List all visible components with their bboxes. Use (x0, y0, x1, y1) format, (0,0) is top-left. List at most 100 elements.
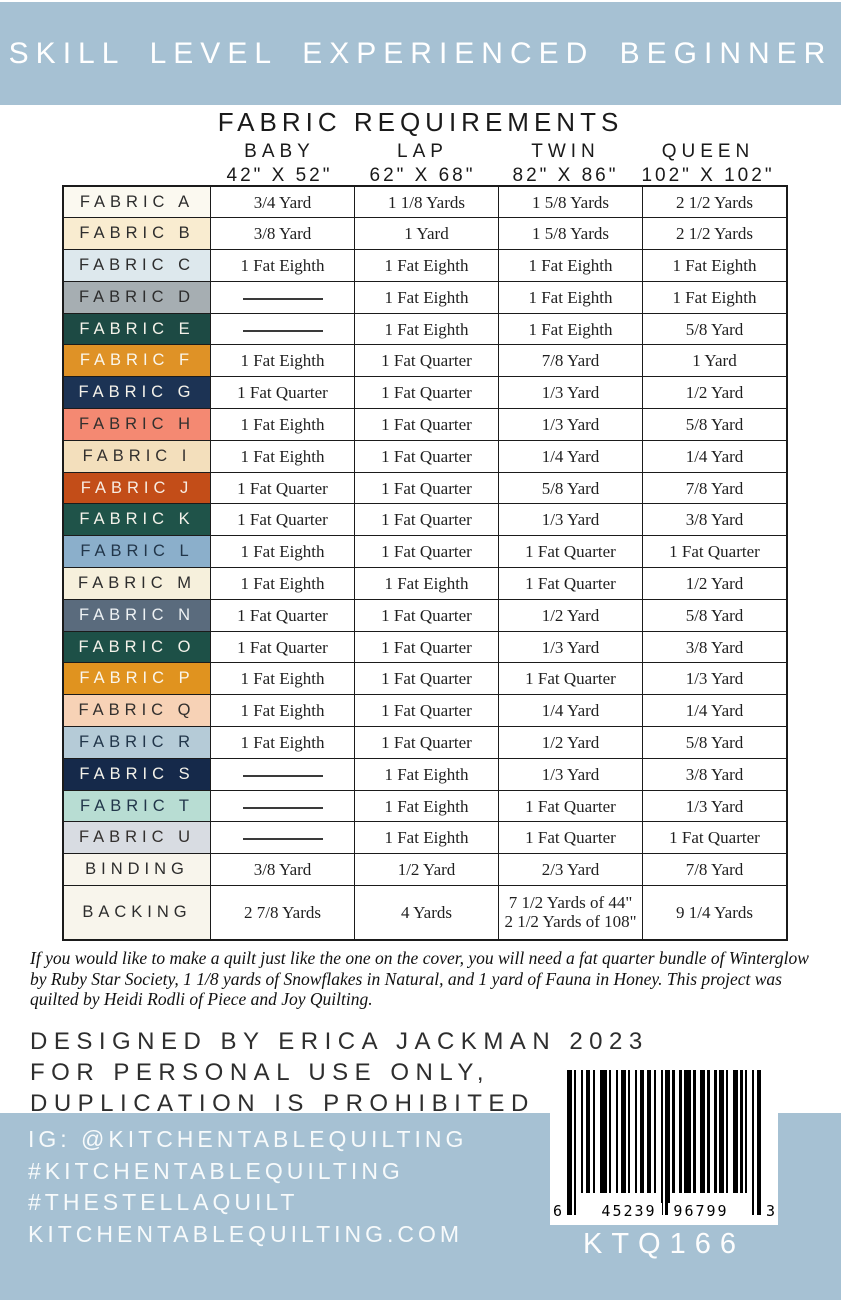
cover-quilt-note: If you would like to make a quilt just l… (30, 948, 809, 1010)
requirement-cell (210, 821, 355, 855)
requirement-cell: 9 1/4 Yards (642, 885, 788, 941)
requirement-cell: 2 1/2 Yards (642, 185, 788, 219)
requirement-cell: 1 Fat Quarter (354, 726, 499, 759)
instagram-handle: IG: @KITCHENTABLEQUILTING (28, 1126, 468, 1152)
requirement-cell: 1 Fat Quarter (354, 598, 499, 632)
fabric-requirements-table: FABRIC A 3/4 Yard 1 1/8 Yards 1 5/8 Yards 2 … (62, 185, 788, 941)
requirement-cell: 1 Fat Eighth (354, 312, 499, 346)
requirement-cell: 1 Fat Eighth (354, 280, 499, 314)
hashtag-kitchentablequilting: #KITCHENTABLEQUILTING (28, 1157, 404, 1184)
requirement-cell: 1 Fat Eighth (210, 344, 355, 378)
empty-dash (242, 774, 323, 777)
requirement-cell: 3/8 Yard (210, 853, 355, 887)
column-header-lap: LAP 62" X 68" (369, 141, 476, 186)
website-url: KITCHENTABLEQUILTING.COM (28, 1220, 464, 1247)
designed-by-block: DESIGNED BY ERICA JACKMAN 2023 FOR PERSO… (30, 1026, 649, 1119)
upc-barcode: 6 45239 96799 3 (550, 1056, 778, 1225)
fabric-label: FABRIC C (62, 249, 211, 282)
requirement-cell: 1 Fat Quarter (354, 694, 499, 728)
fabric-label: FABRIC B (62, 217, 211, 251)
fabric-label: FABRIC U (62, 821, 211, 855)
fabric-label: FABRIC F (62, 344, 211, 378)
requirement-cell: 1 Fat Quarter (498, 821, 643, 855)
requirement-cell: 1/3 Yard (498, 757, 643, 791)
requirement-cell: 1/4 Yard (642, 439, 788, 473)
fabric-label: FABRIC T (62, 789, 211, 823)
requirement-cell: 1/4 Yard (498, 439, 643, 473)
designed-line: DESIGNED BY ERICA JACKMAN 2023 (30, 1028, 649, 1055)
requirement-cell: 1 Fat Eighth (210, 408, 355, 441)
requirement-cell: 1 Fat Eighth (354, 821, 499, 855)
requirement-cell: 1 Fat Eighth (498, 280, 643, 314)
requirement-cell (210, 789, 355, 823)
fabric-label: BINDING (62, 853, 211, 887)
fabric-label: FABRIC M (62, 567, 211, 600)
requirement-cell: 1 Fat Eighth (210, 439, 355, 473)
requirement-cell: 3/8 Yard (642, 503, 788, 537)
requirement-cell: 1/3 Yard (498, 503, 643, 537)
requirement-cell: 1 Fat Eighth (210, 694, 355, 728)
skill-level-text: SKILL LEVEL EXPERIENCED BEGINNER (8, 36, 833, 70)
requirement-cell: 1 Fat Quarter (354, 662, 499, 696)
requirement-cell: 1 Fat Quarter (498, 535, 643, 569)
fabric-label: FABRIC N (62, 598, 211, 632)
table-row: BINDING 3/8 Yard 1/2 Yard 2/3 Yard 7/8 Yard (62, 853, 788, 887)
table-row: FABRIC A 3/4 Yard 1 1/8 Yards 1 5/8 Yards 2 … (62, 185, 788, 219)
barcode-digit-group1: 45239 (596, 1203, 662, 1219)
column-header-baby: BABY 42" X 52" (226, 141, 333, 186)
designed-line: DUPLICATION IS PROHIBITED (30, 1090, 535, 1117)
requirement-cell: 1 Fat Quarter (642, 821, 788, 855)
requirement-cell: 3/4 Yard (210, 185, 355, 219)
requirement-cell: 1 1/8 Yards (354, 185, 499, 219)
table-row: FABRIC S 1 Fat Eighth 1/3 Yard 3/8 Yard (62, 757, 788, 791)
requirement-cell: 1 Fat Quarter (642, 535, 788, 569)
requirement-cell: 2 1/2 Yards (642, 217, 788, 251)
requirement-cell: 5/8 Yard (642, 312, 788, 346)
fabric-table-body: FABRIC A 3/4 Yard 1 1/8 Yards 1 5/8 Yards 2 … (62, 185, 788, 941)
requirement-cell: 7/8 Yard (642, 853, 788, 887)
pattern-sku: KTQ166 (583, 1228, 745, 1260)
requirement-cell: 1 Fat Eighth (498, 312, 643, 346)
barcode-digit-left: 6 (553, 1202, 563, 1220)
requirement-cell: 1 Fat Quarter (498, 567, 643, 600)
requirement-cell (210, 312, 355, 346)
requirement-cell: 1 Fat Quarter (354, 471, 499, 505)
requirement-cell: 1 Fat Eighth (642, 249, 788, 282)
requirement-cell: 1 Fat Quarter (498, 789, 643, 823)
requirement-cell: 3/8 Yard (642, 757, 788, 791)
requirement-cell: 1 Fat Quarter (210, 630, 355, 664)
requirement-cell: 7/8 Yard (642, 471, 788, 505)
fabric-requirements-title: FABRIC REQUIREMENTS (217, 107, 624, 137)
table-row: FABRIC B 3/8 Yard 1 Yard 1 5/8 Yards 2 1/2 Y… (62, 217, 788, 251)
requirement-cell: 4 Yards (354, 885, 499, 941)
requirement-cell: 1 Fat Eighth (210, 662, 355, 696)
requirement-cell: 1 Fat Eighth (210, 249, 355, 282)
fabric-label: FABRIC D (62, 280, 211, 314)
fabric-label: FABRIC K (62, 503, 211, 537)
requirement-cell: 1 Fat Quarter (498, 662, 643, 696)
requirement-cell: 1 Fat Quarter (354, 408, 499, 441)
table-row: FABRIC T 1 Fat Eighth 1 Fat Quarter 1/3 Yar… (62, 789, 788, 823)
requirement-cell: 1 Fat Quarter (210, 598, 355, 632)
requirement-cell: 1/3 Yard (642, 789, 788, 823)
requirement-cell: 1/4 Yard (498, 694, 643, 728)
requirement-cell: 1 Fat Eighth (354, 789, 499, 823)
size-column-headers: BABY 42" X 52" LAP 62" X 68" TWIN 82" X … (208, 141, 779, 187)
hashtag-thestellaquilt: #THESTELLAQUILT (28, 1189, 299, 1215)
fabric-label: FABRIC O (62, 630, 211, 664)
empty-dash (242, 297, 323, 300)
fabric-label: FABRIC Q (62, 694, 211, 728)
fabric-label: FABRIC R (62, 726, 211, 759)
requirement-cell: 1/2 Yard (498, 726, 643, 759)
